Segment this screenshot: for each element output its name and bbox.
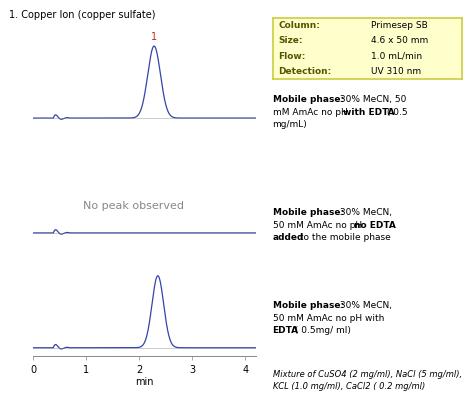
Text: to the mobile phase: to the mobile phase [297, 233, 391, 242]
Text: 4.6 x 50 mm: 4.6 x 50 mm [371, 36, 428, 45]
Text: UV 310 nm: UV 310 nm [371, 67, 421, 76]
Text: Column:: Column: [278, 21, 320, 30]
Text: ( 0.5: ( 0.5 [384, 108, 408, 117]
Text: mg/mL): mg/mL) [273, 120, 307, 129]
Text: 30% MeCN,: 30% MeCN, [337, 301, 392, 310]
Text: Mobile phase:: Mobile phase: [273, 95, 344, 104]
Text: Detection:: Detection: [278, 67, 331, 76]
Text: 50 mM AmAc no pH: 50 mM AmAc no pH [273, 221, 365, 230]
Text: 1: 1 [151, 32, 157, 42]
Text: 30% MeCN, 50: 30% MeCN, 50 [337, 95, 406, 104]
Text: EDTA: EDTA [273, 326, 299, 335]
Text: Mobile phase:: Mobile phase: [273, 301, 344, 310]
Text: 50 mM AmAc no pH with: 50 mM AmAc no pH with [273, 314, 384, 323]
Text: Flow:: Flow: [278, 52, 306, 61]
Text: no EDTA: no EDTA [354, 221, 396, 230]
Text: mM AmAc no pH: mM AmAc no pH [273, 108, 350, 117]
Text: added: added [273, 233, 304, 242]
X-axis label: min: min [135, 377, 154, 387]
Text: 1. Copper Ion (copper sulfate): 1. Copper Ion (copper sulfate) [9, 10, 156, 20]
Text: Size:: Size: [278, 36, 303, 45]
Text: Primesep SB: Primesep SB [371, 21, 428, 30]
Text: with EDTA: with EDTA [343, 108, 394, 117]
Text: 30% MeCN,: 30% MeCN, [337, 208, 392, 217]
Text: No peak observed: No peak observed [83, 200, 184, 211]
Text: Mixture of CuSO4 (2 mg/ml), NaCl (5 mg/ml),: Mixture of CuSO4 (2 mg/ml), NaCl (5 mg/m… [273, 370, 462, 379]
Text: 1.0 mL/min: 1.0 mL/min [371, 52, 422, 61]
Text: ( 0.5mg/ ml): ( 0.5mg/ ml) [292, 326, 351, 335]
Text: KCL (1.0 mg/ml), CaCl2 ( 0.2 mg/ml): KCL (1.0 mg/ml), CaCl2 ( 0.2 mg/ml) [273, 382, 425, 391]
Text: Mobile phase:: Mobile phase: [273, 208, 344, 217]
